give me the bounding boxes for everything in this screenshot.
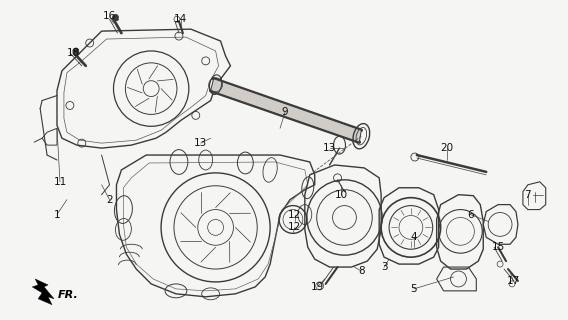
Text: 20: 20 <box>440 143 453 153</box>
Text: 15: 15 <box>491 242 505 252</box>
Text: 7: 7 <box>525 190 531 200</box>
Text: 8: 8 <box>358 266 365 276</box>
Text: 1: 1 <box>53 210 60 220</box>
Text: 6: 6 <box>467 210 474 220</box>
Text: 9: 9 <box>282 108 289 117</box>
Text: 13: 13 <box>194 138 207 148</box>
Circle shape <box>73 48 79 54</box>
Text: 18: 18 <box>67 48 81 58</box>
Circle shape <box>112 14 119 20</box>
Text: 12: 12 <box>289 222 302 232</box>
Text: 11: 11 <box>53 177 66 187</box>
Text: 2: 2 <box>106 195 113 205</box>
Polygon shape <box>211 79 361 142</box>
Text: 14: 14 <box>174 14 187 24</box>
Text: 17: 17 <box>506 276 520 286</box>
Text: 12: 12 <box>289 210 302 220</box>
Text: FR.: FR. <box>58 290 79 300</box>
Text: 10: 10 <box>335 190 348 200</box>
Text: 19: 19 <box>311 282 324 292</box>
Polygon shape <box>32 279 54 305</box>
Text: 16: 16 <box>103 11 116 21</box>
Text: 4: 4 <box>411 232 417 242</box>
Text: 5: 5 <box>411 284 417 294</box>
Text: 3: 3 <box>381 262 387 272</box>
Text: 13: 13 <box>323 143 336 153</box>
